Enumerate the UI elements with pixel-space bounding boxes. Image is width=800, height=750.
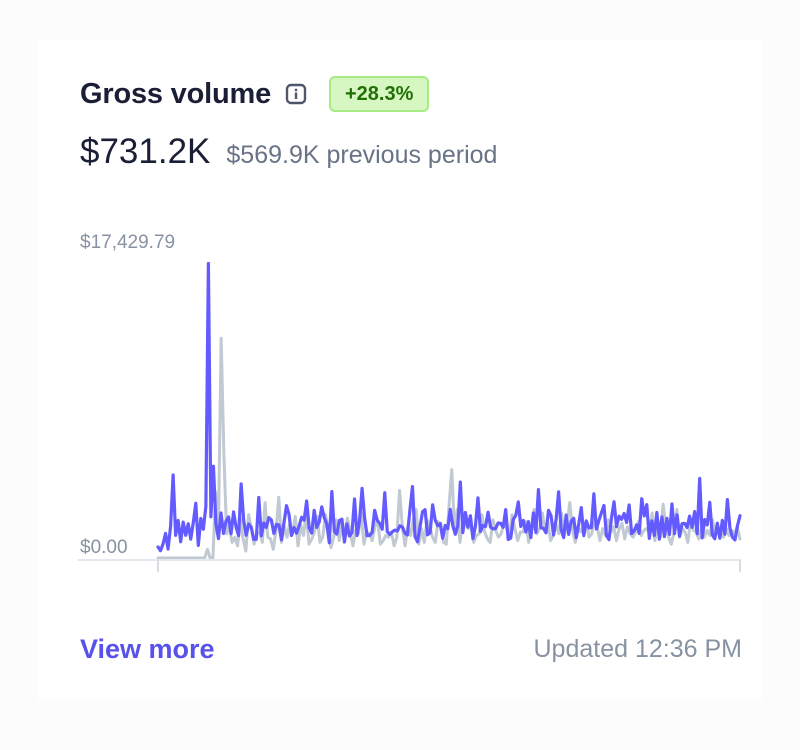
y-tick-max: $17,429.79 bbox=[80, 232, 175, 253]
y-tick-zero: $0.00 bbox=[80, 537, 128, 558]
view-more-link[interactable]: View more bbox=[80, 634, 215, 664]
value-row: $731.2K $569.9K previous period bbox=[80, 132, 497, 172]
card-title: Gross volume bbox=[80, 77, 271, 110]
previous-period-value: $569.9K previous period bbox=[226, 141, 498, 169]
chart-svg[interactable]: $17,429.79 $0.00 bbox=[78, 220, 768, 580]
current-value: $731.2K bbox=[80, 132, 211, 171]
change-badge: +28.3% bbox=[329, 76, 430, 112]
gross-volume-card: Gross volume +28.3% $731.2K $569.9K prev… bbox=[38, 40, 762, 700]
card-header: Gross volume +28.3% bbox=[80, 74, 430, 114]
updated-prefix: Updated bbox=[533, 635, 629, 663]
series-layer bbox=[156, 261, 742, 560]
updated-timestamp: Updated 12:36 PM bbox=[534, 635, 743, 664]
updated-time: 12:36 PM bbox=[634, 635, 742, 663]
gross-volume-chart[interactable]: $17,429.79 $0.00 bbox=[78, 220, 768, 580]
info-icon[interactable] bbox=[285, 83, 307, 105]
current-period-line bbox=[156, 261, 742, 553]
